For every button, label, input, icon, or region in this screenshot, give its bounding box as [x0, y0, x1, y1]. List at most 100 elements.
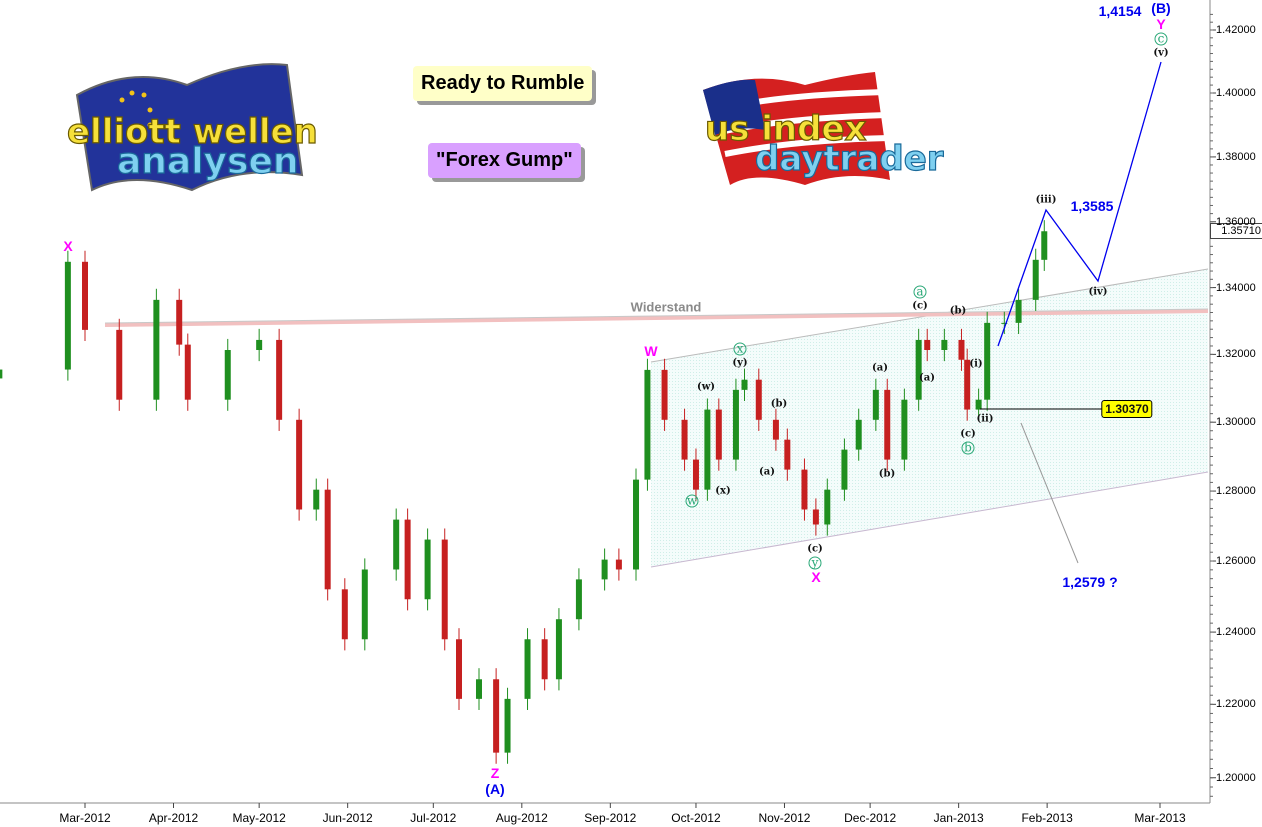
candle-up	[0, 369, 3, 379]
x-tick-label: Mar-2012	[59, 811, 111, 825]
candle-down	[884, 389, 891, 460]
wave-label: (c)	[807, 543, 823, 555]
resistance-line-edge	[104, 308, 1209, 324]
candle-up	[824, 489, 831, 525]
resistance-line	[104, 309, 1209, 327]
candle-down	[692, 459, 699, 490]
x-tick-label: Apr-2012	[148, 811, 199, 825]
y-tick-label: 1.38000	[1216, 150, 1256, 163]
candles	[0, 220, 1048, 764]
x-tick-label: Aug-2012	[495, 811, 548, 825]
y-tick-label: 1.40000	[1216, 87, 1256, 99]
candle-down	[441, 539, 448, 640]
candle-up	[575, 579, 582, 620]
y-tick-label: 1.32000	[1216, 348, 1256, 361]
wave-label: (w)	[696, 381, 716, 393]
current-price-tag: 1.35710	[1210, 223, 1262, 239]
candle-up	[1032, 259, 1039, 300]
candle-up	[915, 339, 922, 400]
candle-up	[984, 322, 991, 400]
wave-label: (a)	[872, 362, 888, 374]
candle-down	[493, 679, 500, 753]
candle-up	[256, 339, 263, 351]
candle-down	[404, 519, 411, 600]
candle-up	[644, 369, 651, 480]
candle-up	[393, 519, 400, 570]
y-tick-label: 1.24000	[1216, 626, 1256, 639]
wave-label: (b)	[878, 468, 896, 480]
wave-label: X	[811, 569, 821, 585]
channel-lower-line	[650, 471, 1209, 568]
candle-down	[82, 261, 88, 330]
candle-down	[801, 469, 808, 510]
wave-label: (iii)	[1035, 194, 1057, 206]
x-tick-label: May-2012	[232, 811, 286, 825]
candle-up	[1001, 322, 1008, 324]
candle-down	[755, 379, 762, 420]
candle-up	[504, 698, 511, 753]
candle-down	[184, 344, 191, 400]
wave-label: Y	[1156, 16, 1166, 32]
x-tick-label: Nov-2012	[758, 811, 811, 825]
wave-label: y	[808, 556, 822, 570]
wave-label: (A)	[485, 781, 505, 797]
y-tick-label: 1.36000	[1216, 215, 1256, 228]
y-tick-label: 1.22000	[1216, 698, 1256, 711]
candle-down	[615, 559, 622, 570]
x-tick-label: Oct-2012	[671, 811, 721, 825]
y-axis-ticks	[1210, 13, 1216, 797]
wave-label: x	[733, 342, 747, 356]
wave-label: (c)	[960, 428, 976, 440]
candle-down	[715, 409, 722, 460]
candle-up	[361, 569, 368, 640]
elliott-wellen-logo: elliott wellen analysen	[66, 63, 318, 192]
wave-label: (b)	[949, 305, 967, 317]
candle-up	[601, 559, 608, 580]
candle-up	[153, 299, 160, 400]
wave-label: W	[644, 343, 658, 359]
candle-down	[924, 339, 931, 351]
wave-label: (i)	[969, 358, 983, 370]
ready-to-rumble-banner: Ready to Rumble	[413, 66, 593, 101]
x-tick-label: Jan-2013	[933, 811, 984, 825]
candle-down	[958, 339, 965, 360]
candle-down	[541, 639, 548, 680]
wave-label: (y)	[732, 357, 748, 369]
y-tick-label: 1.26000	[1216, 555, 1256, 568]
y-tick-label: 1.42000	[1216, 24, 1256, 36]
wave-label: (ii)	[976, 413, 994, 425]
candle-down	[296, 419, 303, 510]
candle-up	[941, 339, 948, 351]
candle-down	[324, 489, 331, 590]
candle-down	[341, 589, 348, 640]
projection-target-label: 1,3585	[1070, 198, 1114, 214]
wave-label: (v)	[1153, 47, 1169, 59]
candle-up	[64, 261, 71, 370]
wave-label: (b)	[770, 398, 788, 410]
candle-up	[872, 389, 879, 420]
candle-up	[901, 399, 908, 460]
candle-down	[276, 339, 283, 420]
x-tick-label: Dec-2012	[844, 811, 897, 825]
projection-path	[997, 61, 1162, 347]
candle-up	[633, 479, 640, 570]
candle-up	[732, 389, 739, 460]
candle-up	[741, 379, 748, 390]
wave-label: a	[913, 285, 927, 299]
y-tick-label: 1.28000	[1216, 485, 1256, 498]
projection-target-label: 1,4154	[1098, 3, 1142, 19]
logo-right-line1: us index	[705, 109, 867, 149]
x-tick-label: Mar-2013	[1134, 811, 1186, 825]
candle-down	[456, 639, 463, 699]
wave-label: c	[1154, 32, 1168, 46]
candle-down	[772, 419, 779, 440]
wave-label: (B)	[1151, 0, 1171, 16]
candle-down	[176, 299, 183, 345]
candle-up	[704, 409, 711, 490]
x-tick-label: Sep-2012	[584, 811, 637, 825]
candle-down	[661, 369, 668, 420]
wave-label: w	[685, 493, 699, 508]
candle-up	[524, 639, 531, 699]
logo-left-line2: analysen	[117, 141, 299, 182]
